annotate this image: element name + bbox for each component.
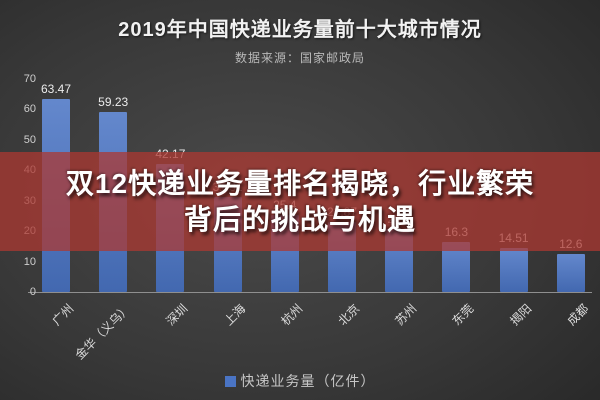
bar-value-label: 63.47: [40, 81, 72, 96]
legend-label: 快递业务量（亿件）: [240, 373, 376, 389]
x-axis-label: 苏州: [392, 301, 420, 329]
y-axis-tick-label: 10: [23, 255, 36, 268]
chart-legend: 快递业务量（亿件）: [0, 371, 600, 391]
x-axis-label: 金华（义乌）: [72, 301, 134, 363]
y-axis-tick-label: 50: [23, 133, 36, 146]
legend-swatch-icon: [224, 375, 236, 387]
bar-value-label: 59.23: [98, 94, 129, 109]
x-axis-label: 杭州: [278, 301, 306, 329]
bar-揭阳: [499, 247, 528, 292]
x-axis-label: 揭阳: [507, 301, 534, 329]
chart-header: 2019年中国快递业务量前十大城市情况 数据来源：国家邮政局: [0, 0, 600, 66]
y-axis-tick-label: 60: [23, 103, 36, 116]
x-axis-label: 东莞: [449, 301, 477, 329]
headline-line-2: 背后的挑战与机遇: [183, 203, 416, 235]
y-axis-tick-label: 70: [23, 73, 36, 85]
x-axis-label: 深圳: [163, 301, 191, 329]
x-axis-label: 北京: [335, 301, 363, 329]
chart-title: 2019年中国快递业务量前十大城市情况: [118, 19, 482, 41]
headline-banner: 双12快递业务量排名揭晓，行业繁荣 背后的挑战与机遇: [0, 152, 600, 251]
x-axis-label: 成都: [564, 301, 592, 329]
chart-source: 数据来源：国家邮政局: [234, 51, 365, 65]
x-axis-label: 广州: [49, 301, 77, 329]
headline-line-1: 双12快递业务量排名揭晓，行业繁荣: [65, 167, 535, 199]
x-axis-line: [28, 292, 592, 293]
x-axis-label: 上海: [221, 301, 248, 329]
bar-成都: [556, 253, 585, 292]
y-axis-tick-label: 0: [29, 286, 36, 298]
